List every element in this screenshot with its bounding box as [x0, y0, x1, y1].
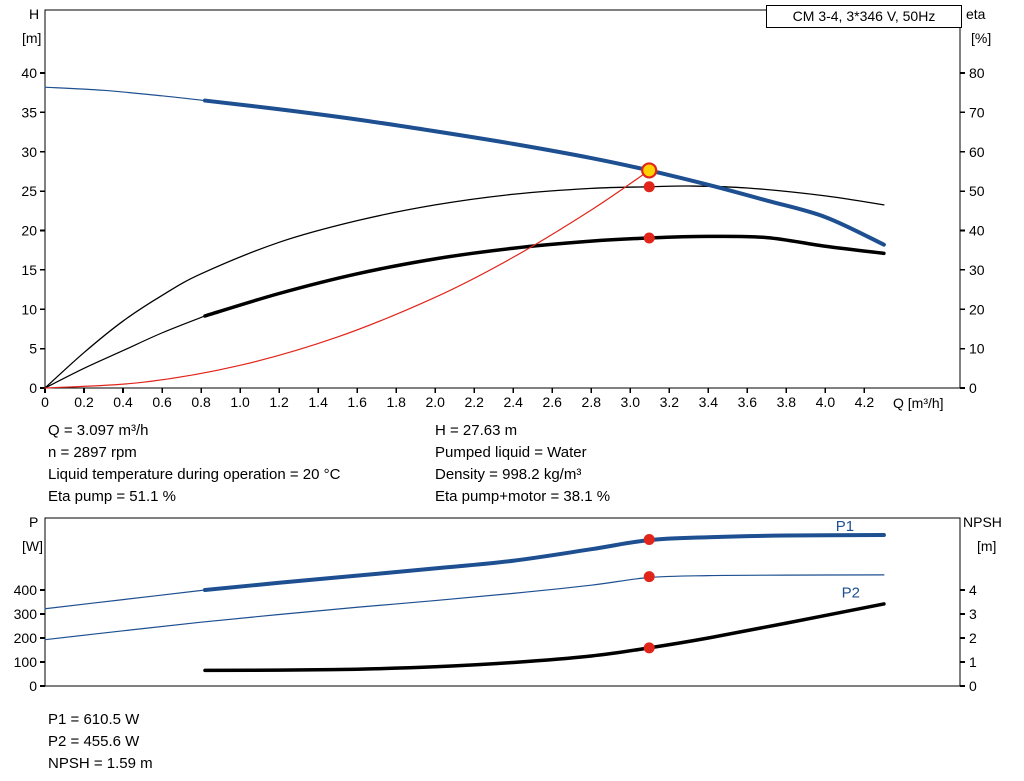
info-eta-pump: Eta pump = 51.1 % [48, 488, 176, 505]
power-info-block: P1 = 610.5 W P2 = 455.6 W NPSH = 1.59 m [48, 709, 153, 775]
p-axis-label: P [29, 514, 39, 530]
power-npsh-chart-frame [44, 517, 961, 687]
qh-eta-chart-x-tick-label: 3.2 [660, 394, 680, 410]
p-axis-unit: [W] [22, 538, 43, 554]
info-p1: P1 = 610.5 W [48, 711, 140, 728]
npsh-axis-unit: [m] [977, 538, 997, 554]
duty-point[interactable] [641, 162, 658, 179]
eta-pump-motor-point [643, 232, 655, 244]
qh-eta-chart-x-tick-label: 0 [41, 394, 49, 410]
qh-eta-chart-left-tick-label: 15 [21, 262, 37, 278]
info-head: H = 27.63 m [435, 422, 518, 439]
qh-eta-chart-left-tick-label: 10 [21, 301, 37, 317]
qh-eta-chart-x-tick-label: 0.6 [152, 394, 172, 410]
power-npsh-chart-left-tick-label: 300 [14, 606, 38, 622]
eta-pump-curve [44, 185, 885, 389]
p2-curve [44, 574, 885, 641]
p1-curve [202, 533, 886, 592]
npsh-curve [203, 602, 886, 673]
eta-pump-point [643, 181, 655, 193]
duty-info-right-column: H = 27.63 m Pumped liquid = Water Densit… [435, 420, 610, 508]
qh-eta-chart-right-tick-label: 0 [969, 380, 977, 396]
qh-curve-preliminary [44, 86, 206, 102]
power-npsh-chart-left-tick-label: 400 [14, 582, 38, 598]
power-npsh-chart-right-tick-label: 0 [969, 678, 977, 694]
eta-pump-motor-curve-preliminary [44, 315, 206, 389]
qh-curve [202, 98, 886, 247]
eta-axis-label: eta [966, 6, 986, 22]
qh-eta-chart-right-tick-label: 40 [969, 223, 985, 239]
qh-eta-chart-x-tick-label: 3.8 [777, 394, 797, 410]
qh-eta-chart-x-tick-label: 2.4 [503, 394, 523, 410]
p1-point [643, 533, 655, 545]
h-axis-label: H [29, 6, 40, 22]
power-npsh-chart-left-tick-label: 0 [29, 678, 37, 694]
info-density: Density = 998.2 kg/m³ [435, 466, 582, 483]
system-curve [44, 169, 650, 389]
qh-eta-chart-x-tick-label: 0.4 [113, 394, 133, 410]
qh-eta-chart-right-tick-label: 80 [969, 65, 985, 81]
qh-eta-chart-x-tick-label: 1.4 [308, 394, 328, 410]
qh-eta-chart-x-tick-label: 4.2 [855, 394, 875, 410]
qh-eta-chart-right-tick-label: 60 [969, 144, 985, 160]
info-liquid: Pumped liquid = Water [435, 444, 587, 461]
info-npsh: NPSH = 1.59 m [48, 755, 153, 772]
pump-title-box: CM 3-4, 3*346 V, 50Hz [766, 5, 962, 28]
qh-eta-chart-left-tick-label: 5 [29, 341, 37, 357]
qh-eta-chart-x-tick-label: 3.4 [699, 394, 719, 410]
info-p2: P2 = 455.6 W [48, 733, 140, 750]
qh-eta-chart-x-tick-label: 3.6 [738, 394, 758, 410]
series-label-p1: P1 [836, 518, 854, 535]
power-npsh-chart-right-tick-label: 3 [969, 606, 977, 622]
qh-eta-chart-x-tick-label: 1.8 [386, 394, 406, 410]
npsh-axis-label: NPSH [963, 514, 1002, 530]
qh-eta-chart-left-tick-label: 35 [21, 104, 37, 120]
qh-eta-chart-left-tick-label: 30 [21, 144, 37, 160]
qh-eta-chart-x-tick-label: 0.2 [74, 394, 94, 410]
power-npsh-chart-left-tick-label: 100 [14, 654, 38, 670]
qh-eta-chart-x-tick-label: 1.2 [269, 394, 289, 410]
qh-eta-chart-left-tick-label: 0 [29, 380, 37, 396]
qh-eta-chart-right-tick-label: 30 [969, 262, 985, 278]
series-label-p2: P2 [842, 585, 860, 602]
p1-curve-preliminary [44, 589, 206, 610]
qh-eta-chart-frame [44, 9, 961, 389]
info-eta-pump-motor: Eta pump+motor = 38.1 % [435, 488, 611, 505]
duty-info-left-column: Q = 3.097 m³/h n = 2897 rpm Liquid tempe… [48, 420, 340, 508]
qh-eta-chart-x-tick-label: 2.2 [464, 394, 484, 410]
qh-eta-chart-x-tick-label: 0.8 [191, 394, 211, 410]
qh-eta-chart-x-tick-label: 1.0 [230, 394, 250, 410]
qh-eta-chart-left-tick-label: 40 [21, 65, 37, 81]
power-npsh-chart-right-tick-label: 1 [969, 654, 977, 670]
q-axis-label: Q [m³/h] [893, 395, 944, 411]
info-flow: Q = 3.097 m³/h [48, 422, 149, 439]
qh-eta-chart-x-tick-label: 2.6 [543, 394, 563, 410]
qh-eta-chart-left-tick-label: 25 [21, 183, 37, 199]
power-npsh-chart-right-tick-label: 2 [969, 630, 977, 646]
qh-eta-chart-x-tick-label: 3.0 [621, 394, 641, 410]
power-npsh-chart-right-tick-label: 4 [969, 582, 977, 598]
p2-point [643, 571, 655, 583]
h-axis-unit: [m] [22, 30, 42, 46]
qh-eta-chart-right-tick-label: 50 [969, 183, 985, 199]
qh-eta-chart-right-tick-label: 70 [969, 104, 985, 120]
qh-eta-chart-right-tick-label: 10 [969, 341, 985, 357]
eta-pump-motor-curve [203, 234, 886, 318]
npsh-point [643, 642, 655, 654]
qh-eta-chart-x-tick-label: 4.0 [816, 394, 836, 410]
eta-axis-unit: [%] [971, 30, 992, 46]
qh-eta-chart-left-tick-label: 20 [21, 223, 37, 239]
qh-eta-chart-x-tick-label: 2.0 [425, 394, 445, 410]
qh-eta-chart-x-tick-label: 2.8 [582, 394, 602, 410]
qh-eta-chart-right-tick-label: 20 [969, 301, 985, 317]
power-npsh-chart-left-tick-label: 200 [14, 630, 38, 646]
qh-eta-chart-x-tick-label: 1.6 [347, 394, 367, 410]
info-speed: n = 2897 rpm [48, 444, 137, 461]
info-temperature: Liquid temperature during operation = 20… [48, 466, 341, 483]
